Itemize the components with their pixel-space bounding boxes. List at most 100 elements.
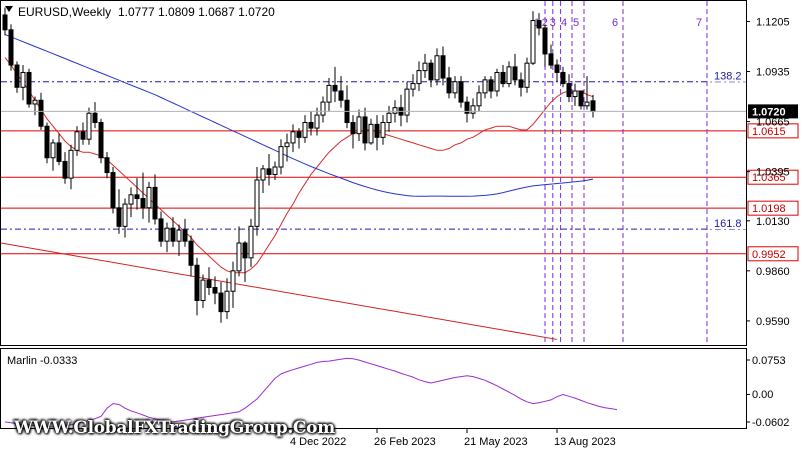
candle-body [170, 227, 176, 242]
candle-body [284, 142, 290, 148]
level-label-box [747, 169, 799, 185]
candles [2, 7, 596, 323]
candle-body [110, 172, 116, 209]
candle-body [452, 81, 458, 94]
horizontal-levels: 1.0615 1.0365 1.0198 0.9952 [1, 123, 799, 262]
candle-body [428, 62, 434, 81]
fibo-levels: 138.2 161.8 [1, 69, 746, 230]
marlin-label: Marlin -0.0333 [7, 355, 77, 367]
ohlc-values: 1.0777 1.0809 1.0687 1.0720 [118, 5, 275, 19]
time-line-label: 2 [542, 17, 548, 29]
candle-body [560, 71, 566, 85]
candle-body [134, 194, 140, 200]
candle-body [506, 66, 512, 85]
candle-body [218, 292, 224, 313]
candle-body [404, 88, 410, 116]
candle-body [332, 84, 338, 92]
time-axis: 4 Dec 2022 26 Feb 2023 21 May 2023 13 Aug 2… [290, 429, 616, 448]
candle-body [530, 20, 536, 64]
time-line-label: 7 [696, 17, 702, 29]
candle-body [92, 112, 98, 124]
price-tick-label: 1.1205 [756, 16, 790, 28]
candle-body [188, 240, 194, 266]
candle-body [38, 99, 44, 127]
candle-body [590, 100, 596, 112]
candle-body [458, 81, 464, 103]
candle-body [320, 101, 326, 116]
trendline-group [0, 242, 558, 340]
candle-body [248, 225, 254, 259]
current-price-label: 1.0720 [752, 106, 786, 118]
candle-body [158, 218, 164, 242]
time-tick-label: 26 Feb 2023 [374, 436, 436, 448]
candle-body [140, 198, 146, 209]
candle-body [8, 29, 14, 66]
candle-body [74, 131, 80, 151]
candle-body [326, 84, 332, 103]
main-chart-frame [0, 0, 747, 346]
candle-body [494, 71, 500, 92]
candle-body [272, 166, 278, 175]
candle-body [386, 112, 392, 124]
menu-triangle-icon[interactable] [5, 6, 13, 12]
time-line-label: 3 [550, 17, 556, 29]
candle-body [566, 83, 572, 98]
candle-body [20, 71, 26, 88]
candle-body [146, 186, 152, 209]
marlin-oscillator [4, 357, 750, 428]
time-tick-label: 21 May 2023 [464, 436, 528, 448]
fibo-label-bg [710, 69, 746, 82]
time-line-label: 4 [561, 17, 567, 29]
candle-body [200, 279, 206, 302]
candle-body [104, 157, 110, 174]
candle-body [416, 70, 422, 85]
symbol-timeframe: EURUSD,Weekly [18, 5, 111, 19]
current-price-box [748, 104, 798, 119]
candle-body [254, 179, 260, 227]
candle-body [488, 79, 494, 92]
price-tick-label: 0.9860 [756, 266, 790, 278]
time-line-label: 5 [573, 17, 579, 29]
price-axis: 1.1205 1.0935 1.0665 1.0395 1.0130 0.9860 0.95… [1, 16, 798, 328]
candle-body [62, 160, 68, 179]
fibo-label-bg [710, 217, 746, 230]
candle-body [290, 131, 296, 144]
candle-body [464, 101, 470, 114]
candle-body [440, 55, 446, 79]
candle-body [182, 229, 188, 242]
candle-body [68, 149, 74, 179]
marlin-scale-bottom: -0.0602 [752, 417, 789, 429]
candle-body [482, 79, 488, 94]
candle-body [500, 71, 506, 85]
level-label-box [747, 246, 799, 262]
level-label-box [747, 200, 799, 216]
candle-body [14, 64, 20, 88]
candle-body [242, 242, 248, 259]
oscillator-frame [0, 348, 747, 429]
level-label: 1.0365 [752, 172, 786, 184]
candle-body [194, 264, 200, 302]
price-tick-label: 1.0935 [756, 67, 790, 79]
candle-body [164, 227, 170, 242]
candle-body [296, 131, 302, 138]
candle-body [212, 287, 218, 294]
candle-body [422, 62, 428, 72]
candle-body [266, 168, 272, 175]
marlin-scale-top: 0.0753 [752, 355, 786, 367]
candle-body [278, 146, 284, 168]
time-tick-label: 13 Aug 2023 [554, 436, 616, 448]
marlin-scale-zero: 0.00 [752, 389, 773, 401]
candle-body [554, 64, 560, 73]
candle-body [512, 66, 518, 81]
marlin-line [4, 357, 618, 428]
candle-body [548, 53, 554, 66]
candle-body [536, 20, 542, 29]
candle-body [392, 107, 398, 114]
candle-body [152, 186, 158, 220]
candle-body [314, 114, 320, 129]
candle-body [302, 122, 308, 138]
candle-body [518, 79, 524, 88]
candle-body [542, 27, 548, 55]
candle-body [32, 99, 38, 105]
